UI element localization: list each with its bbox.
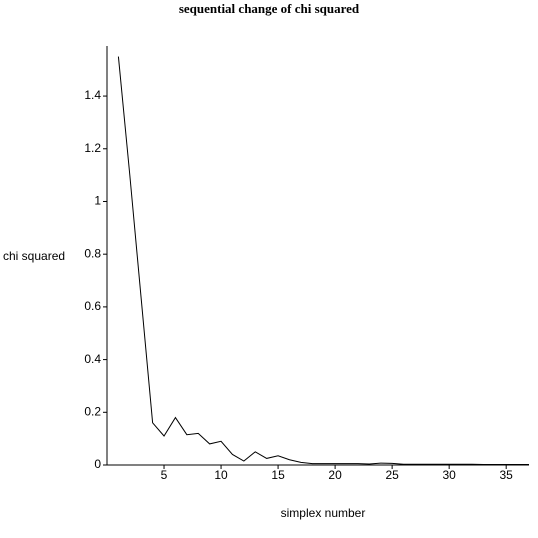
y-tick-label: 0 bbox=[94, 457, 101, 471]
y-tick-label: 0.8 bbox=[84, 246, 101, 260]
y-tick-label: 1.2 bbox=[84, 141, 101, 155]
y-tick-label: 1.4 bbox=[84, 88, 101, 102]
y-tick-label: 0.6 bbox=[84, 299, 101, 313]
y-tick-label: 0.2 bbox=[84, 404, 101, 418]
y-tick-label: 0.4 bbox=[84, 352, 101, 366]
chart-title: sequential change of chi squared bbox=[179, 1, 360, 16]
x-axis-label: simplex number bbox=[281, 506, 366, 520]
x-tick-label: 30 bbox=[442, 468, 456, 482]
x-tick-label: 5 bbox=[161, 468, 168, 482]
data-line bbox=[117, 56, 529, 465]
y-axis-label: chi squared bbox=[3, 249, 65, 263]
x-tick-label: 35 bbox=[500, 468, 514, 482]
y-tick-label: 1 bbox=[94, 194, 101, 208]
x-tick-label: 10 bbox=[214, 468, 228, 482]
x-tick-label: 20 bbox=[328, 468, 342, 482]
x-tick-label: 25 bbox=[385, 468, 399, 482]
x-tick-label: 15 bbox=[271, 468, 285, 482]
